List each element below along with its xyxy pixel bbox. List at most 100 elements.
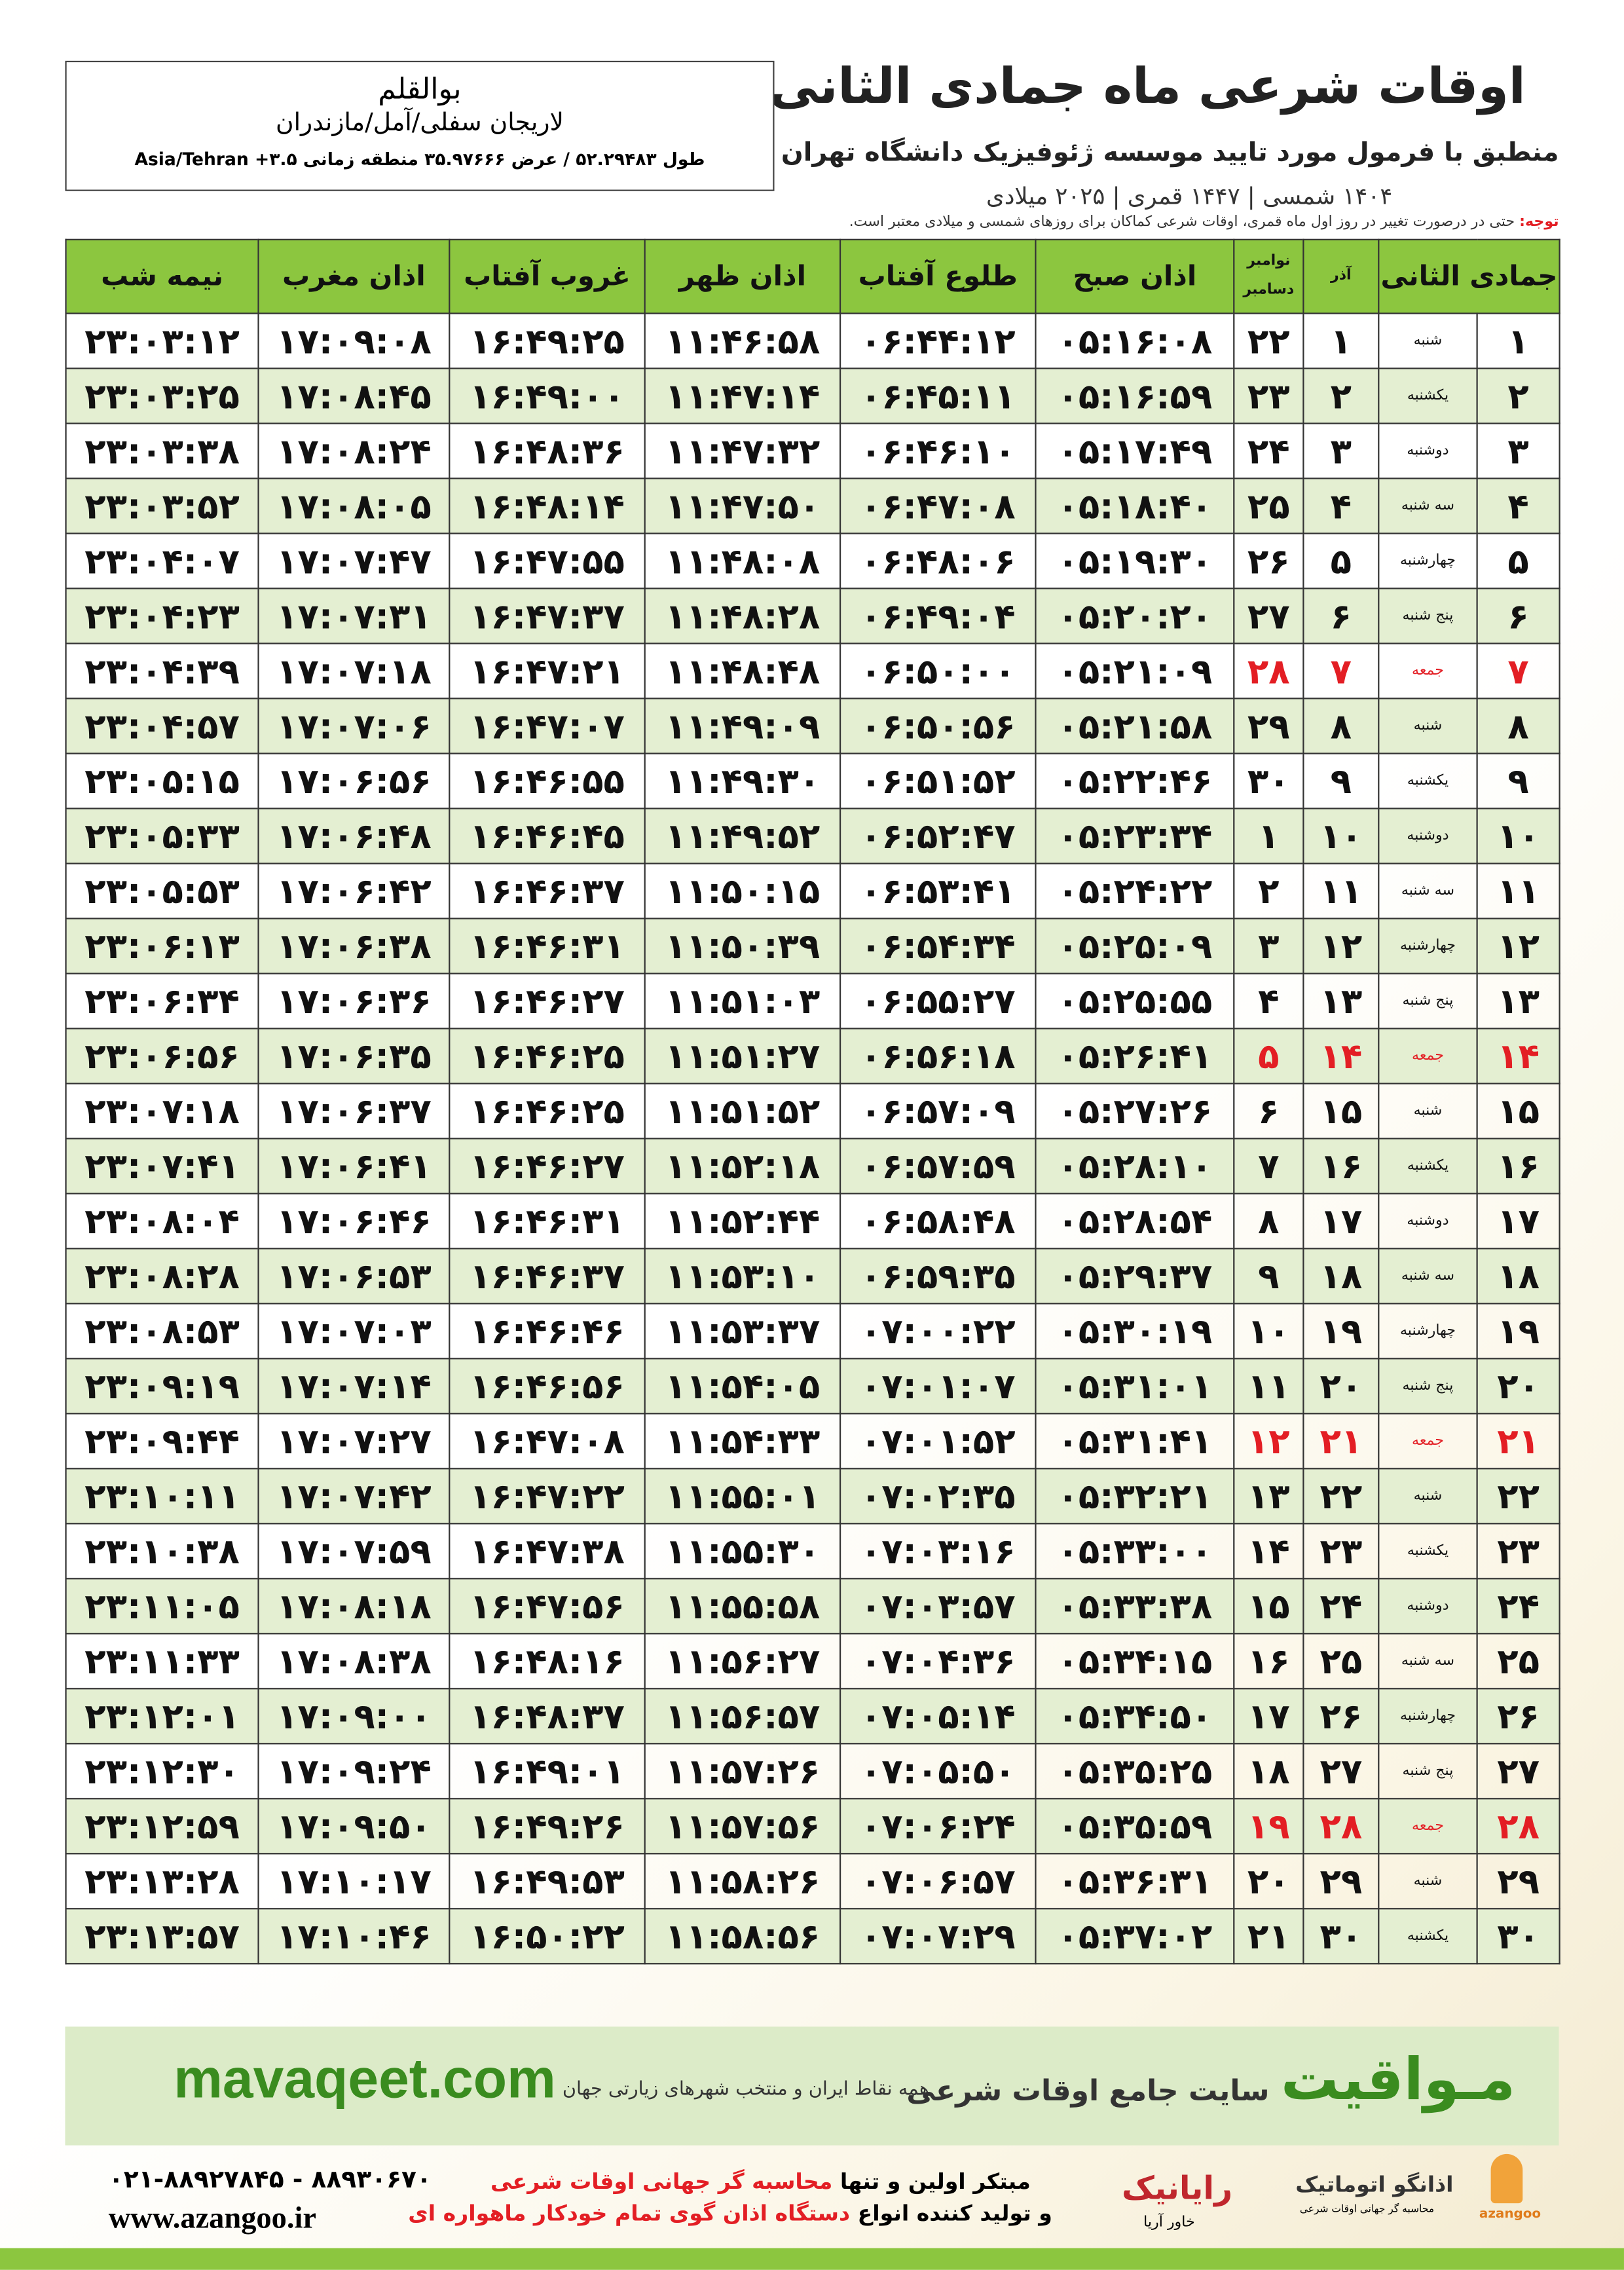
row: ۲۵ سه شنبه ۲۵ ۱۶ ۰۵:۳۴:۱۵ ۰۷:۰۴:۳۶ ۱۱:۵۶:۲۷ ۱۶:… — [65, 1633, 1560, 1690]
cell: شنبه — [1378, 698, 1478, 754]
cell: ۱۹ — [1476, 1303, 1560, 1360]
cell: ۶ — [1302, 587, 1380, 644]
cell: ۰۶:۴۸:۰۶ — [839, 532, 1037, 589]
cell: ۱۱:۴۹:۵۲ — [644, 808, 841, 865]
cell: سه شنبه — [1378, 863, 1478, 920]
cell: ۰۶:۴۷:۰۸ — [839, 477, 1037, 534]
cell: ۱۶:۴۶:۲۵ — [449, 1028, 646, 1085]
cell: ۲۶ — [1233, 532, 1304, 589]
cell: ۱۶:۴۶:۳۷ — [449, 863, 646, 920]
cell: ۰۵:۳۵:۲۵ — [1035, 1743, 1235, 1800]
cell: ۱۱:۵۱:۰۳ — [644, 973, 841, 1030]
cell: ۱۱:۵۸:۵۶ — [644, 1908, 841, 1965]
cell: ۲۳:۱۰:۱۱ — [65, 1468, 259, 1525]
text: مبتکر اولین و تنها — [840, 2168, 1031, 2195]
cell: ۱۱ — [1233, 1358, 1304, 1415]
row: ۶ پنج شنبه ۶ ۲۷ ۰۵:۲۰:۲۰ ۰۶:۴۹:۰۴ ۱۱:۴۸:۲۸ ۱۶:۴… — [65, 587, 1560, 644]
cell: ۱۶:۴۸:۳۶ — [449, 422, 646, 479]
row: ۱۶ یکشنبه ۱۶ ۷ ۰۵:۲۸:۱۰ ۰۶:۵۷:۵۹ ۱۱:۵۲:۱۸ ۱۶:۴۶… — [65, 1138, 1560, 1195]
cell: ۱۶:۴۷:۰۷ — [449, 698, 646, 754]
cell: ۱۶:۴۹:۲۶ — [449, 1798, 646, 1855]
cell: ۲۳:۱۳:۲۸ — [65, 1853, 259, 1910]
cell: پنج شنبه — [1378, 973, 1478, 1030]
url[interactable]: mavaqeet.com — [174, 2049, 556, 2111]
cell: ۱۴ — [1302, 1028, 1380, 1085]
text: و تولید کننده انواع — [857, 2200, 1052, 2227]
cell: ۲ — [1476, 367, 1560, 424]
cell: جمعه — [1378, 1413, 1478, 1470]
cell: ۲۱ — [1233, 1908, 1304, 1965]
cell: ۱۶:۴۹:۰۰ — [449, 367, 646, 424]
cell: ۱۱:۵۵:۵۸ — [644, 1578, 841, 1635]
cell: ۲۲ — [1233, 312, 1304, 369]
cell: ۱۷:۰۹:۵۰ — [257, 1798, 451, 1855]
cell: شنبه — [1378, 312, 1478, 369]
cell: ۱۳ — [1233, 1468, 1304, 1525]
cell: ۶ — [1233, 1083, 1304, 1140]
cell: ۲۳:۰۶:۳۴ — [65, 973, 259, 1030]
cell: ۲۱ — [1476, 1413, 1560, 1470]
header-row: جمادی الثانی آذر نوامبر دسامبر اذان صبح طلوع … — [65, 238, 1560, 314]
cell: ۷ — [1302, 642, 1380, 699]
cell: ۱۷:۰۸:۱۸ — [257, 1578, 451, 1635]
cell: ۰۵:۳۱:۴۱ — [1035, 1413, 1235, 1470]
phones: ۰۲۱-۸۸۹۲۷۸۴۵ - ۸۸۹۳۰۶۷۰ — [108, 2165, 432, 2195]
cell: ۰۶:۴۵:۱۱ — [839, 367, 1037, 424]
row: ۲ یکشنبه ۲ ۲۳ ۰۵:۱۶:۵۹ ۰۶:۴۵:۱۱ ۱۱:۴۷:۱۴ ۱۶:۴۹:… — [65, 367, 1560, 424]
cell: ۱۷:۰۷:۴۲ — [257, 1468, 451, 1525]
cell: ۱۷:۰۸:۳۸ — [257, 1633, 451, 1690]
table-body: ۱ شنبه ۱ ۲۲ ۰۵:۱۶:۰۸ ۰۶:۴۴:۱۲ ۱۱:۴۶:۵۸ ۱۶:۴۹:۲۵… — [65, 312, 1560, 1965]
cell: ۲۳:۰۵:۱۵ — [65, 753, 259, 809]
cell: ۱۷ — [1233, 1688, 1304, 1745]
cell: ۲ — [1233, 863, 1304, 920]
cell: ۲۳:۱۱:۳۳ — [65, 1633, 259, 1690]
cell: ۱۱:۵۲:۴۴ — [644, 1193, 841, 1250]
cell: ۲۰ — [1302, 1358, 1380, 1415]
cell: ۶ — [1476, 587, 1560, 644]
cell: ۱۱:۴۷:۵۰ — [644, 477, 841, 534]
cell: یکشنبه — [1378, 753, 1478, 809]
cell: ۰۵:۱۶:۵۹ — [1035, 367, 1235, 424]
cell: ۰۵:۳۱:۰۱ — [1035, 1358, 1235, 1415]
cell: ۲۸ — [1302, 1798, 1380, 1855]
cell: ۰۷:۰۵:۱۴ — [839, 1688, 1037, 1745]
cell: ۱۷:۱۰:۱۷ — [257, 1853, 451, 1910]
cell: ۲۳:۰۳:۱۲ — [65, 312, 259, 369]
cell: ۱۱:۴۸:۴۸ — [644, 642, 841, 699]
cell: ۰۵:۳۳:۰۰ — [1035, 1523, 1235, 1580]
cell: ۰۵:۲۴:۲۲ — [1035, 863, 1235, 920]
cell: ۲۳:۰۳:۳۸ — [65, 422, 259, 479]
cell: ۰۷:۰۶:۵۷ — [839, 1853, 1037, 1910]
cell: ۱۶:۴۶:۳۷ — [449, 1248, 646, 1305]
cell: ۱۷:۰۶:۴۱ — [257, 1138, 451, 1195]
website[interactable]: www.azangoo.ir — [108, 2200, 316, 2235]
cell: سه شنبه — [1378, 1633, 1478, 1690]
cell: ۰۵:۲۶:۴۱ — [1035, 1028, 1235, 1085]
cell: شنبه — [1378, 1468, 1478, 1525]
cell: ۱۷:۰۶:۳۵ — [257, 1028, 451, 1085]
cell: ۰۵:۲۹:۳۷ — [1035, 1248, 1235, 1305]
row: ۵ چهارشنبه ۵ ۲۶ ۰۵:۱۹:۳۰ ۰۶:۴۸:۰۶ ۱۱:۴۸:۰۸ ۱۶:۴… — [65, 532, 1560, 589]
cell: ۱۷:۰۶:۴۲ — [257, 863, 451, 920]
cell: ۱۷:۰۷:۲۷ — [257, 1413, 451, 1470]
cell: ۱۷:۱۰:۴۶ — [257, 1908, 451, 1965]
cell: ۱۰ — [1233, 1303, 1304, 1360]
cell: ۰۶:۵۵:۲۷ — [839, 973, 1037, 1030]
cell: ۰۵:۳۷:۰۲ — [1035, 1908, 1235, 1965]
row: ۱۲ چهارشنبه ۱۲ ۳ ۰۵:۲۵:۰۹ ۰۶:۵۴:۳۴ ۱۱:۵۰:۳۹ ۱۶:… — [65, 918, 1560, 975]
cell: ۳۰ — [1476, 1908, 1560, 1965]
cell: ۱۱:۵۸:۲۶ — [644, 1853, 841, 1910]
cell: ۰۷:۰۵:۵۰ — [839, 1743, 1037, 1800]
cell: ۴ — [1233, 973, 1304, 1030]
cell: شنبه — [1378, 1853, 1478, 1910]
cell: ۱۵ — [1233, 1578, 1304, 1635]
cell: ۱۱:۵۶:۵۷ — [644, 1688, 841, 1745]
cell: ۱۶ — [1302, 1138, 1380, 1195]
cell: ۱۱:۴۶:۵۸ — [644, 312, 841, 369]
cell: ۰۵:۳۴:۱۵ — [1035, 1633, 1235, 1690]
cell: ۱۶:۴۹:۵۳ — [449, 1853, 646, 1910]
cell: ۱۶:۴۶:۲۷ — [449, 1138, 646, 1195]
cell: ۲۶ — [1302, 1688, 1380, 1745]
